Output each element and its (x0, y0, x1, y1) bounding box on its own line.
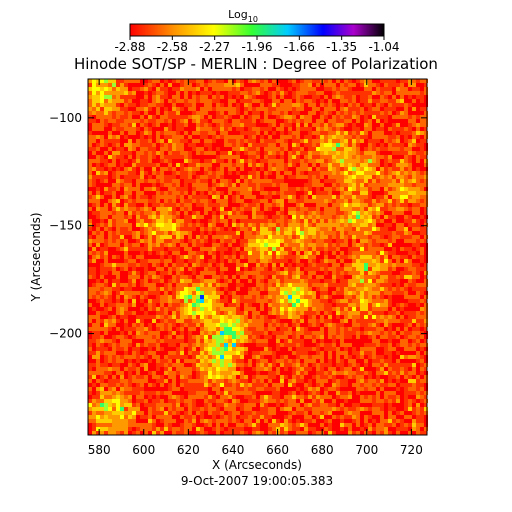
y-tick-label: −150 (49, 219, 82, 233)
x-tick-label: 720 (400, 443, 423, 457)
x-axis-ticks: 580 600 620 640 660 680 700 720 (88, 79, 423, 457)
colorbar (129, 23, 385, 37)
y-axis-label: Y (Arcseconds) (29, 212, 43, 302)
colorbar-label: Log10 (228, 8, 258, 24)
x-tick-label: 580 (88, 443, 111, 457)
colorbar-tick-label: -2.88 (114, 40, 145, 54)
chart-title: Hinode SOT/SP - MERLIN : Degree of Polar… (74, 55, 438, 73)
colorbar-tick-label: -1.66 (284, 40, 315, 54)
y-axis-ticks: −100 −150 −200 (49, 111, 427, 341)
colorbar-ticks: -2.88 -2.58 -2.27 -1.96 -1.66 -1.35 -1.04 (114, 36, 400, 54)
colorbar-tick-label: -1.35 (326, 40, 357, 54)
heatmap-image (88, 79, 428, 435)
x-tick-label: 620 (177, 443, 200, 457)
x-tick-label: 700 (355, 443, 378, 457)
colorbar-tick-label: -1.04 (368, 40, 399, 54)
plot-frame (87, 78, 428, 436)
y-tick-label: −200 (49, 327, 82, 341)
colorbar-label-sub: 10 (248, 15, 258, 24)
colorbar-tick-label: -2.58 (157, 40, 188, 54)
colorbar-label-main: Log (228, 8, 248, 21)
x-tick-label: 680 (311, 443, 334, 457)
timestamp: 9-Oct-2007 19:00:05.383 (181, 474, 333, 488)
y-tick-label: −100 (49, 111, 82, 125)
x-tick-label: 600 (132, 443, 155, 457)
x-tick-label: 660 (266, 443, 289, 457)
x-tick-label: 640 (222, 443, 245, 457)
colorbar-tick-label: -1.96 (241, 40, 272, 54)
x-axis-label: X (Arcseconds) (212, 458, 302, 472)
colorbar-tick-label: -2.27 (199, 40, 230, 54)
